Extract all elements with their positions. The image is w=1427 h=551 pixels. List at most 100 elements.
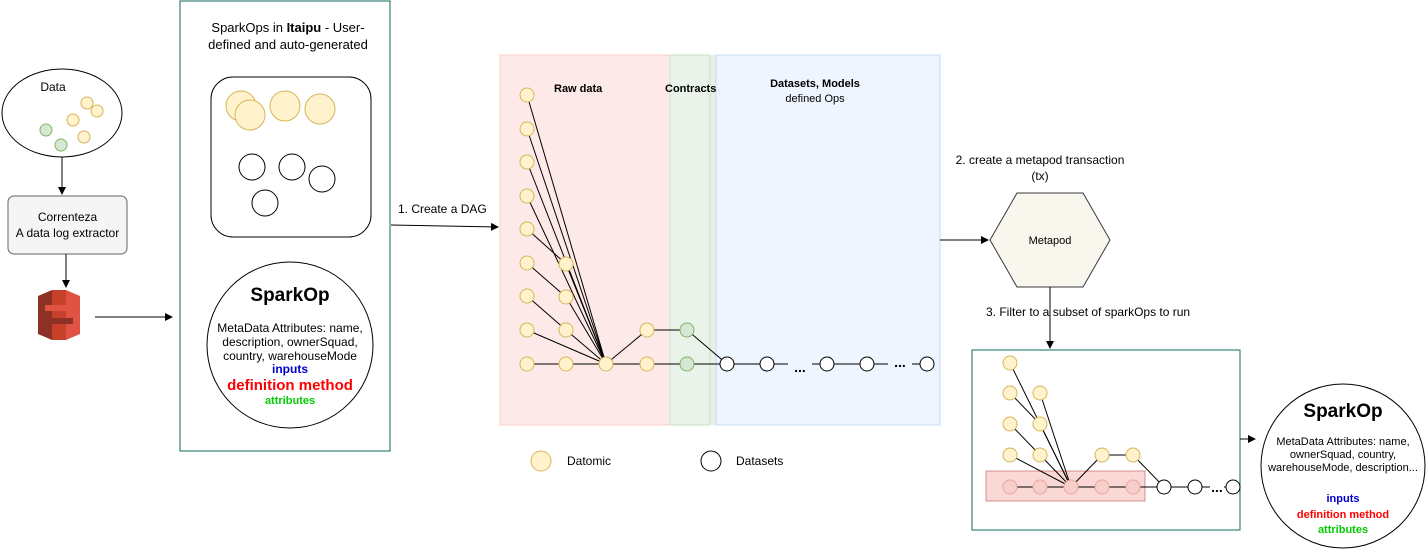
datomic-node bbox=[558, 356, 574, 372]
datomic-node bbox=[558, 256, 574, 272]
datomic-node bbox=[519, 188, 535, 204]
datomic-node bbox=[519, 154, 535, 170]
metapod-hexagon[interactable] bbox=[989, 192, 1111, 288]
sparkop-card-inputs: inputs bbox=[272, 362, 308, 376]
extractor-name: Correnteza bbox=[37, 210, 98, 224]
step1-label: 1. Create a DAG bbox=[398, 202, 487, 216]
datomic-node bbox=[1002, 416, 1018, 432]
selected-node bbox=[1094, 479, 1110, 495]
auto-generated-op bbox=[269, 90, 301, 122]
datomic-node bbox=[519, 288, 535, 304]
datasets-label: Datasets, Models bbox=[770, 78, 860, 90]
sparkops-title-bold: Itaipu bbox=[286, 20, 322, 35]
sparkops-title-prefix: SparkOps in bbox=[211, 20, 287, 35]
subset-selected-nodes bbox=[1002, 479, 1141, 495]
contract-node bbox=[679, 356, 695, 372]
selected-node bbox=[1002, 479, 1018, 495]
legend-datasets-swatch bbox=[700, 450, 722, 472]
sparkop-result-attributes: attributes bbox=[1317, 524, 1369, 536]
datomic-node bbox=[519, 221, 535, 237]
dag-dataset-nodes bbox=[719, 356, 935, 372]
user-defined-op bbox=[308, 165, 336, 193]
datomic-dot bbox=[90, 104, 104, 118]
sparkop-card-attributes: attributes bbox=[264, 395, 316, 407]
datomic-node bbox=[639, 356, 655, 372]
step2-label-tx: (tx) bbox=[1031, 169, 1049, 183]
dataset-node bbox=[759, 356, 775, 372]
extractor-desc: A data log extractor bbox=[15, 226, 120, 240]
dataset-node bbox=[919, 356, 935, 372]
sparkop-result-meta: MetaData Attributes: name, ownerSquad, c… bbox=[1268, 436, 1418, 474]
legend-datasets-label: Datasets bbox=[736, 454, 784, 468]
user-defined-op bbox=[251, 189, 279, 217]
contract-node bbox=[679, 322, 695, 338]
data-source-label: Data bbox=[40, 80, 66, 94]
contract-dot bbox=[54, 138, 68, 152]
dataset-node bbox=[819, 356, 835, 372]
datomic-node bbox=[1094, 447, 1110, 463]
sparkops-title-suffix: - User-defined and auto-generated bbox=[208, 20, 368, 52]
datomic-node bbox=[1032, 416, 1048, 432]
legend-datomic-swatch bbox=[530, 450, 552, 472]
step2-label: 2. create a metapod transaction bbox=[955, 153, 1125, 167]
sparkops-panel-title: SparkOps in Itaipu - User-defined and au… bbox=[205, 19, 371, 53]
contracts-zone-edge bbox=[710, 55, 716, 425]
dag-ellipsis-1: ... bbox=[794, 359, 806, 375]
datomic-node bbox=[1032, 447, 1048, 463]
dataset-node bbox=[1156, 479, 1172, 495]
selected-node bbox=[1032, 479, 1048, 495]
datomic-node bbox=[519, 255, 535, 271]
dag-datomic-nodes bbox=[519, 87, 655, 372]
datasets-sublabel: defined Ops bbox=[785, 93, 845, 105]
user-defined-op bbox=[238, 153, 266, 181]
auto-generated-op bbox=[234, 99, 266, 131]
filtered-subset-panel bbox=[971, 349, 1241, 531]
datomic-node bbox=[558, 322, 574, 338]
datomic-node bbox=[519, 356, 535, 372]
sparkop-result-card[interactable] bbox=[1260, 383, 1426, 549]
contracts-label: Contracts bbox=[665, 83, 717, 95]
datomic-node bbox=[639, 322, 655, 338]
auto-generated-op bbox=[304, 93, 336, 125]
subset-ellipsis: ... bbox=[1211, 479, 1223, 495]
step3-label: 3. Filter to a subset of sparkOps to run bbox=[986, 305, 1191, 319]
datomic-node bbox=[1002, 355, 1018, 371]
user-defined-op bbox=[278, 153, 306, 181]
dag-ellipsis-2: ... bbox=[894, 354, 906, 370]
sparkop-result-definition: definition method bbox=[1296, 509, 1390, 521]
dataset-node bbox=[859, 356, 875, 372]
dag-contract-nodes bbox=[679, 322, 695, 372]
metapod-label: Metapod bbox=[1028, 235, 1072, 247]
sparkop-card-meta: MetaData Attributes: name, description, … bbox=[217, 321, 363, 363]
s3-bucket-icon bbox=[38, 290, 80, 340]
datomic-node bbox=[1002, 385, 1018, 401]
datomic-dot bbox=[66, 113, 80, 127]
contract-dot bbox=[39, 123, 53, 137]
sparkop-card-title: SparkOp bbox=[250, 285, 330, 306]
datomic-node bbox=[558, 289, 574, 305]
arrow-create-dag bbox=[390, 222, 499, 231]
dataset-node bbox=[719, 356, 735, 372]
sparkop-result-inputs: inputs bbox=[1326, 493, 1360, 505]
datomic-node bbox=[519, 87, 535, 103]
legend-datomic-label: Datomic bbox=[567, 454, 612, 468]
sparkop-result-title: SparkOp bbox=[1303, 401, 1383, 422]
datomic-node bbox=[1032, 385, 1048, 401]
datomic-node bbox=[519, 322, 535, 338]
raw-data-label: Raw data bbox=[554, 83, 603, 95]
datomic-node bbox=[1125, 447, 1141, 463]
datomic-dot bbox=[77, 130, 91, 144]
extractor-box[interactable] bbox=[7, 195, 128, 255]
dataset-node bbox=[1187, 479, 1203, 495]
subset-datomic-nodes bbox=[1002, 355, 1141, 463]
sparkop-card-definition: definition method bbox=[227, 377, 353, 394]
datomic-node bbox=[1002, 447, 1018, 463]
subset-dataset-nodes bbox=[1156, 479, 1241, 495]
selected-node bbox=[1125, 479, 1141, 495]
datomic-node bbox=[598, 356, 614, 372]
dataset-node bbox=[1225, 479, 1241, 495]
selected-node bbox=[1063, 479, 1079, 495]
datomic-dot bbox=[80, 96, 94, 110]
sparkop-card[interactable] bbox=[206, 261, 374, 429]
